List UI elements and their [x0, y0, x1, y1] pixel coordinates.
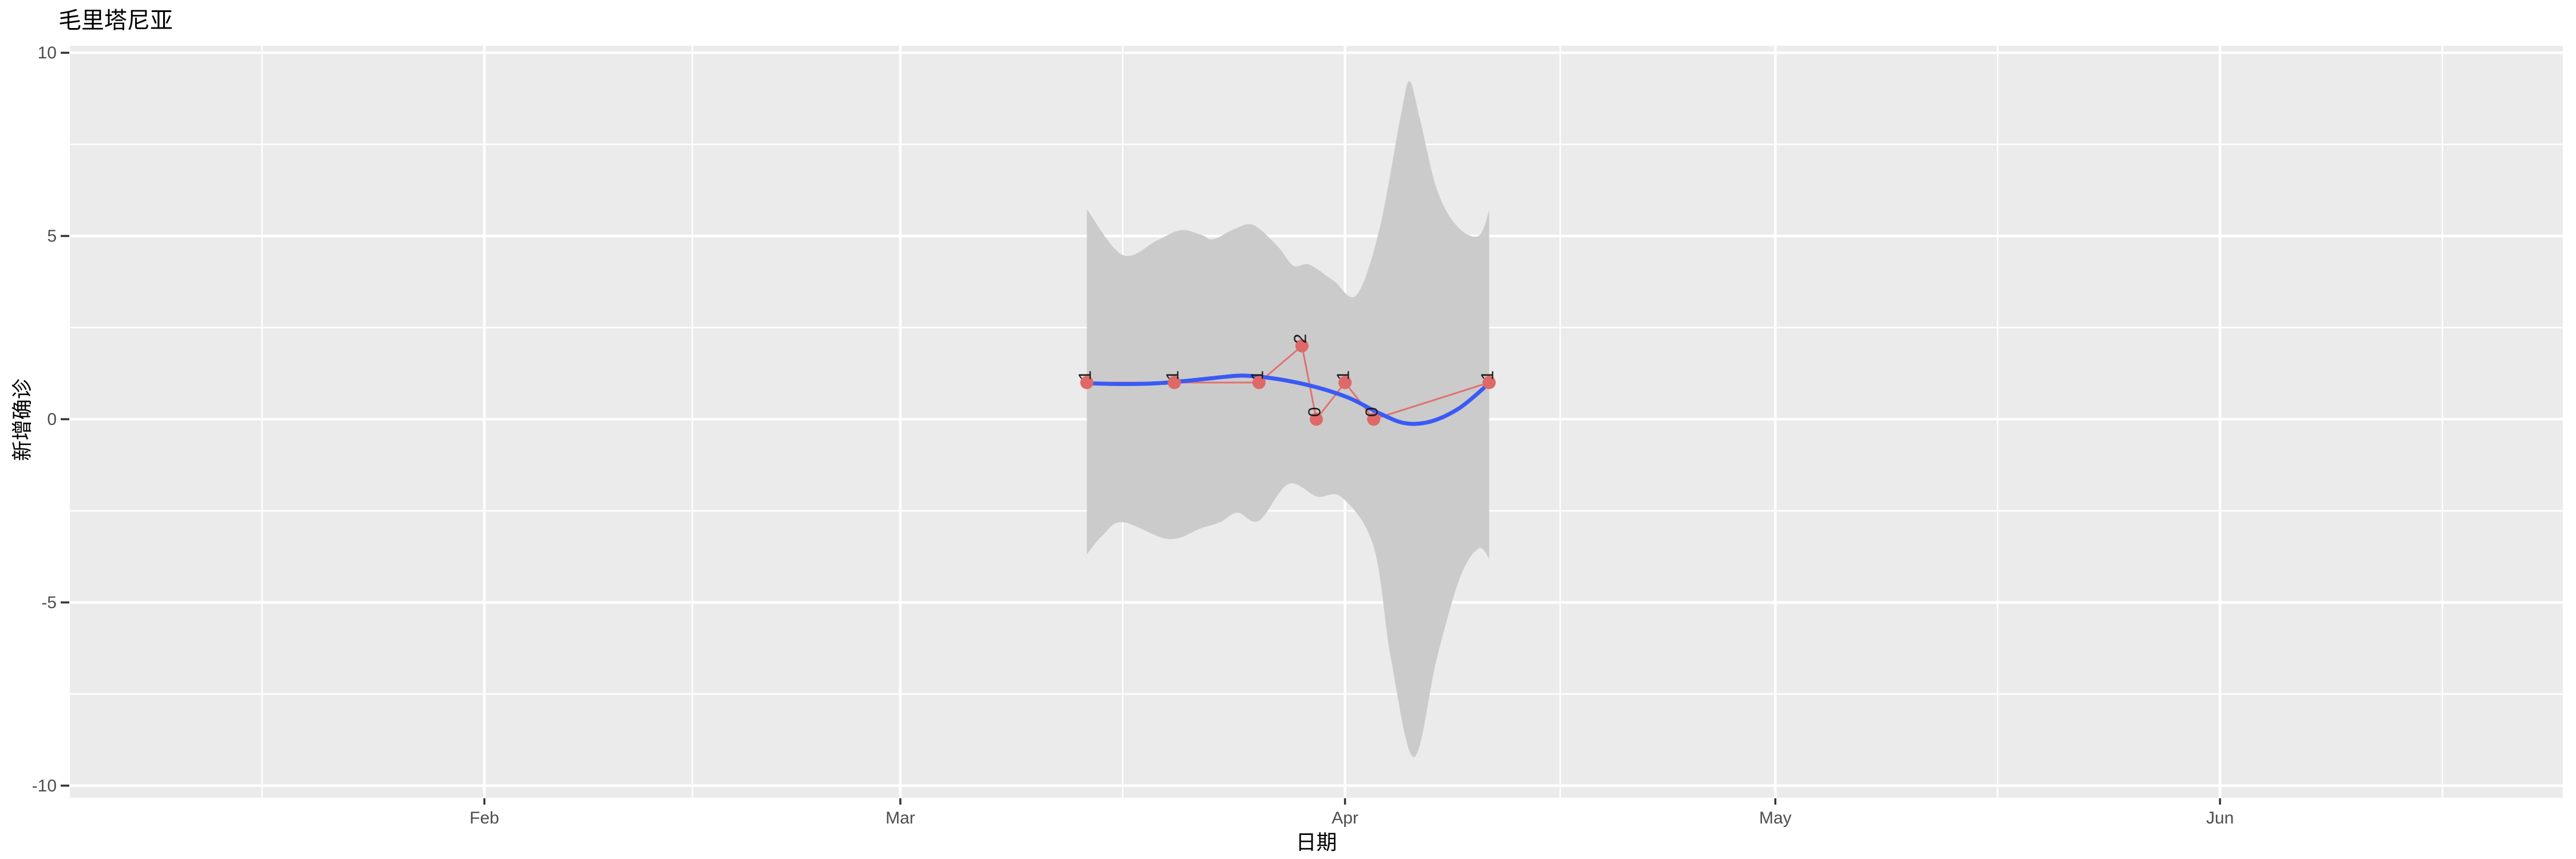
y-tick-label: 10 [38, 44, 57, 62]
y-tick-label: -10 [32, 777, 57, 795]
data-point [1080, 376, 1094, 389]
data-point [1167, 376, 1181, 389]
y-tick-label: 0 [47, 410, 57, 429]
y-axis-title: 新增确诊 [10, 378, 34, 462]
x-tick-label: Mar [886, 809, 915, 828]
point-label: 1 [1075, 371, 1095, 380]
data-point [1338, 376, 1352, 389]
x-axis-title: 日期 [1295, 830, 1337, 854]
data-point [1252, 376, 1266, 389]
page-title: 毛里塔尼亚 [58, 8, 173, 33]
data-point [1295, 339, 1309, 353]
y-tick-label: -5 [41, 593, 57, 612]
confidence-band [1086, 81, 1490, 757]
data-point [1367, 412, 1381, 426]
point-label: 0 [1305, 407, 1325, 417]
point-label: 0 [1362, 407, 1382, 417]
x-tick-label: Apr [1332, 809, 1358, 828]
y-tick-label: 5 [47, 227, 57, 246]
point-label: 1 [1162, 371, 1182, 380]
x-tick-label: Feb [469, 809, 499, 828]
point-label: 1 [1333, 371, 1353, 380]
point-label: 1 [1477, 371, 1497, 380]
point-label: 2 [1290, 334, 1310, 344]
point-label: 1 [1247, 371, 1267, 380]
x-tick-label: May [1759, 809, 1792, 828]
x-tick-label: Jun [2206, 809, 2234, 828]
data-point [1482, 376, 1496, 389]
data-point [1310, 412, 1323, 426]
